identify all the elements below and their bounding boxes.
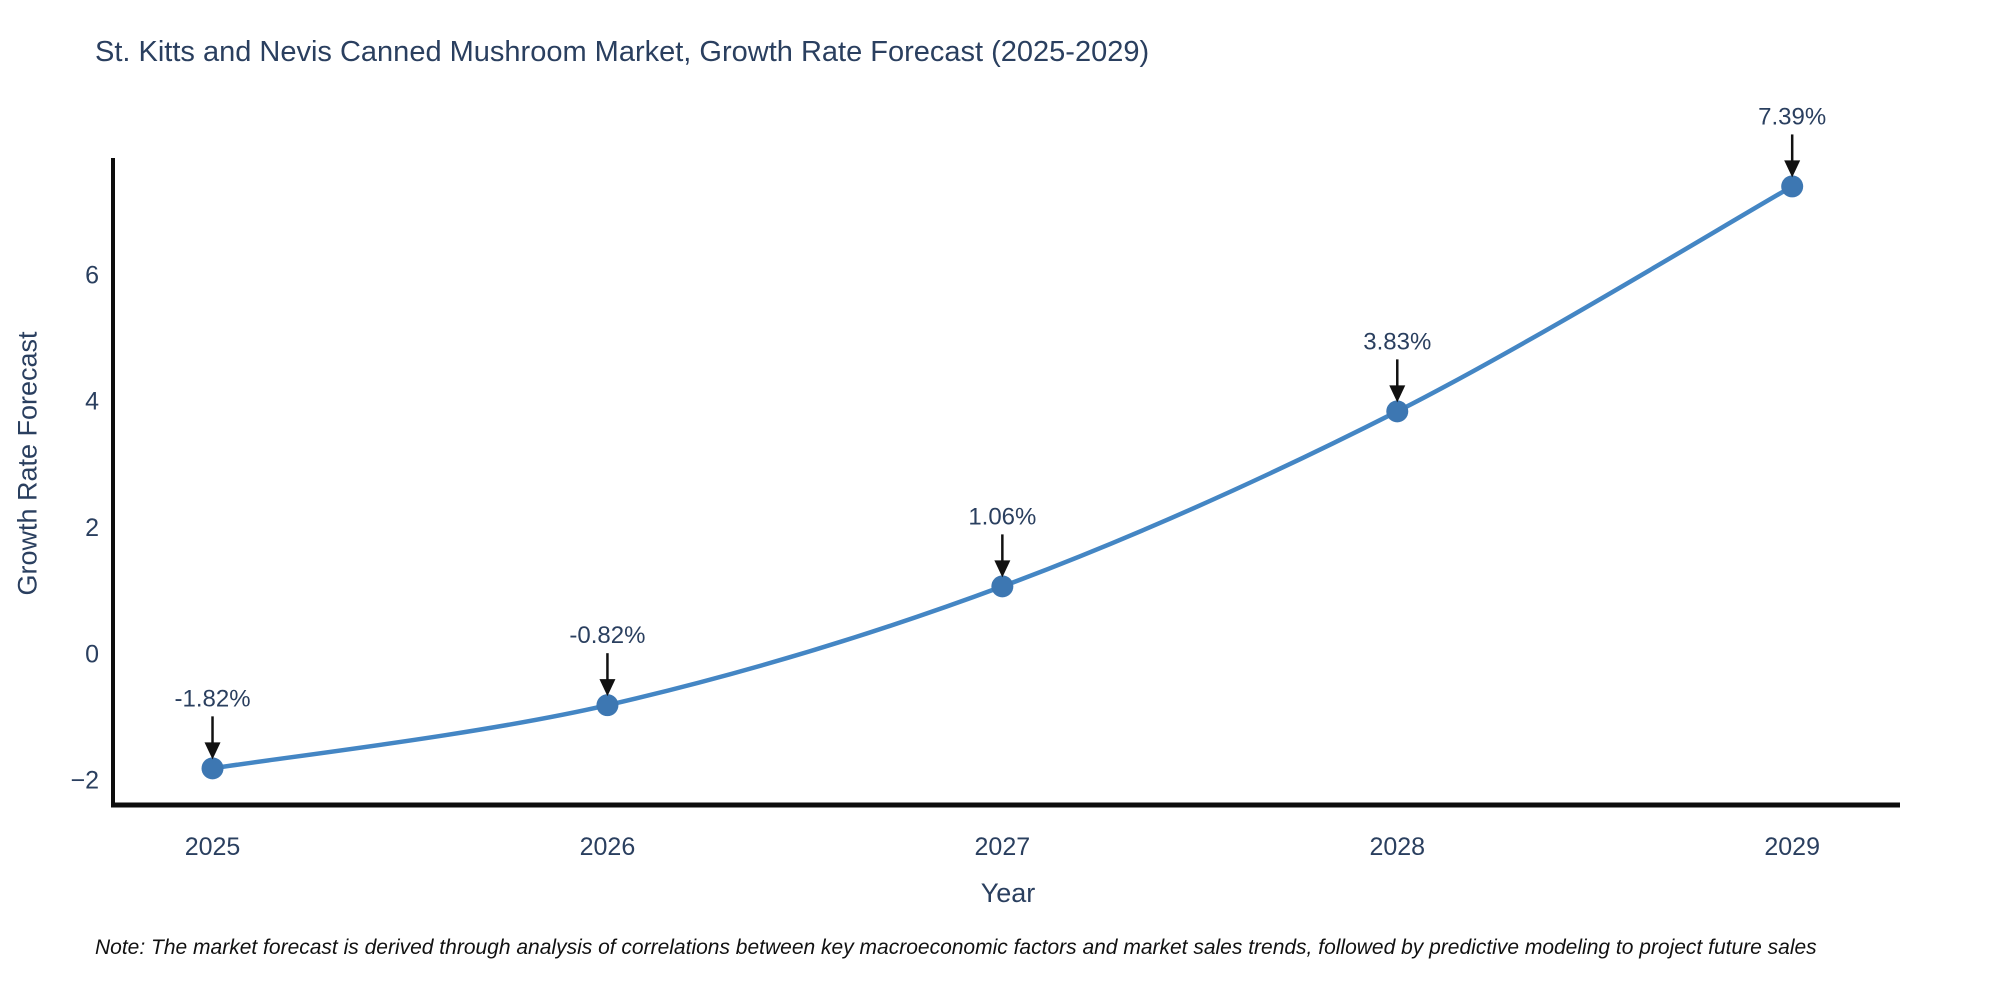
data-point-marker [1386,400,1409,423]
data-point-marker [991,575,1014,598]
point-value-label: -1.82% [174,685,250,712]
data-point-marker [201,757,224,780]
point-value-label: 7.39% [1758,103,1826,130]
chart-title: St. Kitts and Nevis Canned Mushroom Mark… [95,36,1150,68]
point-value-label: 3.83% [1363,328,1431,355]
annotation-arrowhead [204,742,221,760]
annotation-arrowhead [599,679,616,697]
data-point-marker [596,694,619,717]
annotation-arrowhead [1389,385,1406,403]
point-value-label: 1.06% [968,503,1036,530]
footnote-text: Note: The market forecast is derived thr… [95,936,1817,959]
x-tick-label: 2025 [185,833,241,861]
forecast-line [210,184,1795,771]
x-tick-label: 2029 [1764,833,1820,861]
point-value-label: -0.82% [569,622,645,649]
y-tick-label: 4 [85,388,99,416]
y-tick-label: 0 [85,640,99,668]
y-tick-label: 6 [85,261,99,289]
x-axis-title: Year [980,878,1036,908]
x-tick-label: 2026 [580,833,636,861]
y-tick-label: 2 [85,514,99,542]
y-tick-label: −2 [70,767,99,795]
annotation-arrowhead [1784,160,1801,178]
annotation-arrowhead [994,560,1011,578]
data-point-marker [1781,175,1804,198]
x-tick-label: 2028 [1369,833,1425,861]
x-tick-label: 2027 [975,833,1031,861]
y-axis-title: Growth Rate Forecast [12,331,43,596]
